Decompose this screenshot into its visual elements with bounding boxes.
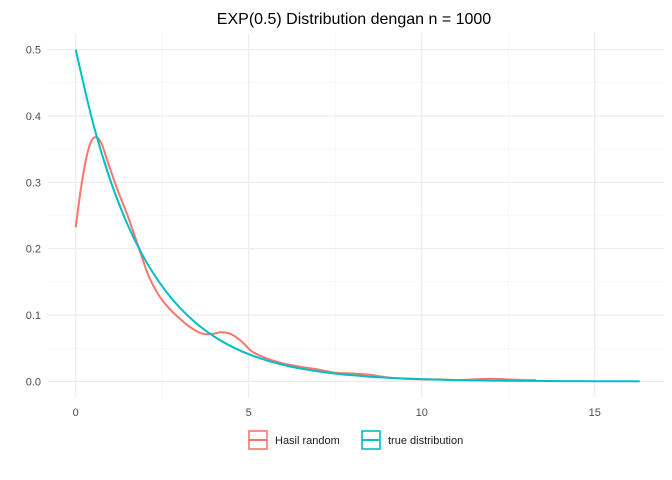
legend: Hasil random true distribution xyxy=(248,430,463,450)
y-tick-label: 0.0 xyxy=(26,376,41,388)
y-tick-label: 0.2 xyxy=(26,244,41,256)
x-tick-label: 5 xyxy=(246,407,252,419)
axis-layer: 0 5 10 15 0.0 0.1 0.2 0.3 0.4 0.5 xyxy=(26,45,601,419)
legend-item: true distribution xyxy=(361,430,463,450)
grid-layer xyxy=(48,33,664,398)
series-line-true-distribution xyxy=(74,49,640,383)
y-tick-label: 0.3 xyxy=(26,177,41,189)
legend-label: true distribution xyxy=(388,435,463,447)
chart-title: EXP(0.5) Distribution dengan n = 1000 xyxy=(217,11,492,28)
legend-label: Hasil random xyxy=(275,435,340,447)
x-tick-label: 0 xyxy=(73,407,79,419)
y-tick-label: 0.4 xyxy=(26,111,41,123)
y-tick-label: 0.5 xyxy=(26,45,41,57)
series-layer xyxy=(74,49,640,383)
y-tick-label: 0.1 xyxy=(26,310,41,322)
x-tick-label: 10 xyxy=(416,407,428,419)
legend-item: Hasil random xyxy=(248,430,340,450)
x-tick-label: 15 xyxy=(589,407,601,419)
